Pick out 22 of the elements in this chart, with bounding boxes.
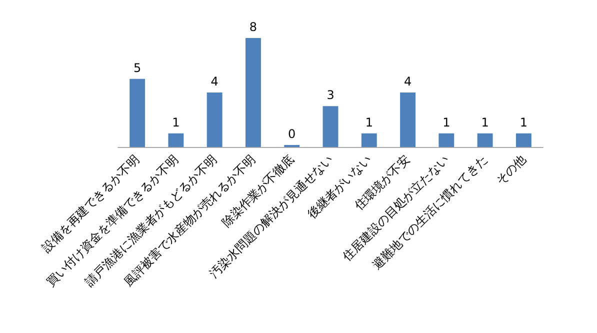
data-label: 1 [520,115,528,130]
bar [168,133,184,147]
data-label: 1 [365,115,373,130]
bar [400,92,416,147]
data-label: 4 [210,74,218,88]
data-label: 1 [442,115,450,130]
bar [438,133,454,147]
data-label: 3 [326,88,334,102]
bar [516,133,532,147]
data-label: 1 [172,115,180,130]
data-label: 1 [481,115,489,130]
bar [246,38,261,147]
bar [322,106,338,147]
bar [361,133,377,147]
bar [206,92,222,147]
x-tick-label: その他 [493,152,529,188]
bar [130,78,146,147]
data-label: 4 [404,74,412,88]
data-label: 0 [288,127,296,141]
data-label: 5 [134,60,142,75]
data-label: 8 [249,20,258,34]
bar [477,133,493,147]
